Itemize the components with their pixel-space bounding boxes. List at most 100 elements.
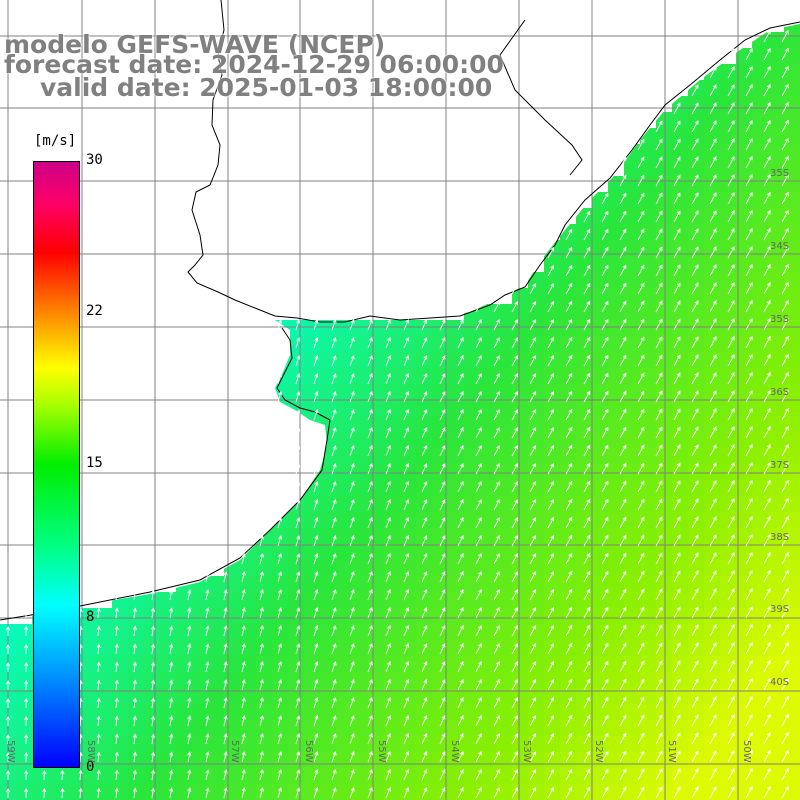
wind-arrow [673,210,681,223]
wind-cell [320,544,336,560]
wind-cell [336,688,352,704]
wind-cell [496,544,512,560]
wind-cell [112,720,128,736]
wind-arrow [637,444,645,457]
wind-arrow [259,733,264,745]
wind-cell [656,544,672,560]
wind-arrow [565,588,573,601]
wind-arrow [619,498,627,511]
wind-cell [448,384,464,400]
wind-arrow [745,191,753,205]
wind-arrow [241,607,246,619]
wind-cell [592,544,608,560]
wind-arrow [403,787,410,799]
wind-arrow [673,444,681,457]
wind-cell [752,160,768,176]
wind-cell [672,640,688,656]
wind-arrow [493,319,500,331]
wind-arrow [475,697,482,709]
wind-arrow [241,625,246,637]
wind-cell [624,304,640,320]
wind-arrow [114,589,119,601]
wind-arrow [619,192,627,205]
wind-cell [768,192,784,208]
wind-arrow [655,354,663,367]
wind-cell [672,784,688,800]
wind-cell [352,448,368,464]
wind-arrow [691,462,699,475]
wind-arrow [637,750,645,763]
wind-cell [656,304,672,320]
wind-cell [624,432,640,448]
wind-arrow [727,444,735,457]
wind-cell [496,704,512,720]
wind-cell [656,352,672,368]
wind-cell [720,400,736,416]
wind-arrow [763,227,771,241]
wind-arrow [547,606,555,619]
wind-arrow [691,318,699,331]
wind-cell [336,720,352,736]
wind-arrow [403,319,410,331]
wind-cell [16,672,32,688]
wind-arrow [691,192,699,205]
wind-cell [432,672,448,688]
wind-cell [640,368,656,384]
wind-cell [752,544,768,560]
wind-cell [624,752,640,768]
wind-cell [672,688,688,704]
wind-arrow [637,300,645,313]
wind-arrow [727,120,735,133]
wind-cell [672,576,688,592]
wind-arrow [601,192,609,205]
wind-cell [432,432,448,448]
wind-arrow [583,732,591,745]
wind-arrow [114,733,119,745]
wind-arrow [781,623,789,637]
wind-cell [384,512,400,528]
wind-arrow [547,588,555,601]
wind-cell [496,512,512,528]
wind-arrow [151,625,156,637]
wind-cell [480,576,496,592]
wind-cell [512,704,528,720]
wind-arrow [781,263,789,277]
wind-arrow [583,642,591,655]
wind-arrow [709,480,717,493]
wind-arrow [763,389,771,403]
wind-arrow [673,732,681,745]
wind-arrow [277,715,283,727]
wind-arrow [223,733,228,745]
wind-arrow [169,787,174,799]
wind-cell [608,688,624,704]
wind-arrow [331,517,337,529]
colorbar-tick-8: 8 [86,609,95,625]
wind-arrow [565,750,573,763]
wind-cell [720,432,736,448]
wind-arrow [637,408,645,421]
wind-arrow [403,391,410,403]
wind-cell [352,368,368,384]
wind-arrow [529,714,537,727]
wind-cell [752,528,768,544]
wind-cell [384,336,400,352]
wind-arrow [78,769,83,781]
wind-cell [128,672,144,688]
wind-cell [288,704,304,720]
wind-cell [448,592,464,608]
wind-arrow [691,426,699,439]
wind-cell [784,304,800,320]
wind-arrow [583,372,591,385]
wind-arrow [511,337,518,349]
wind-cell [320,320,336,336]
wind-arrow [745,677,753,691]
wind-cell [336,512,352,528]
wind-arrow [475,733,482,745]
wind-cell [560,400,576,416]
wind-arrow [763,749,771,763]
wind-arrow [96,625,101,637]
wind-arrow [132,643,137,655]
wind-cell [752,400,768,416]
wind-cell [224,592,240,608]
wind-cell [672,624,688,640]
